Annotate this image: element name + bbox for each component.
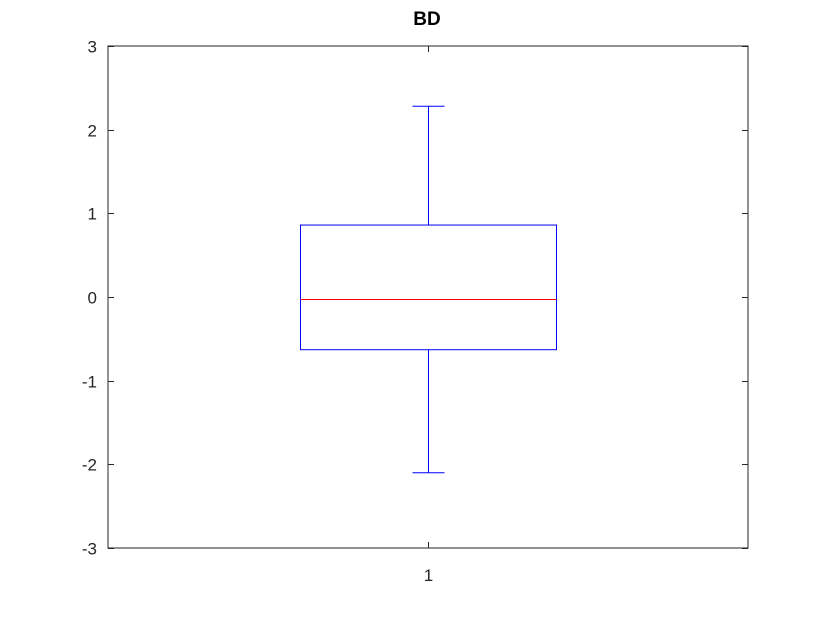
y-tick-label: -3 [82,540,97,559]
interquartile-box [300,224,557,351]
chart-title: BD [413,9,440,30]
plot-area: -3 -2 -1 0 1 2 3 1 [82,38,749,585]
x-tick-label: 1 [424,566,433,585]
y-tick-label: 3 [88,38,97,57]
y-tick-label: 1 [88,205,97,224]
y-tick-label: -2 [82,456,97,475]
y-tick-label: -1 [82,373,97,392]
y-tick-label: 2 [88,122,97,141]
y-tick-label: 0 [88,289,97,308]
